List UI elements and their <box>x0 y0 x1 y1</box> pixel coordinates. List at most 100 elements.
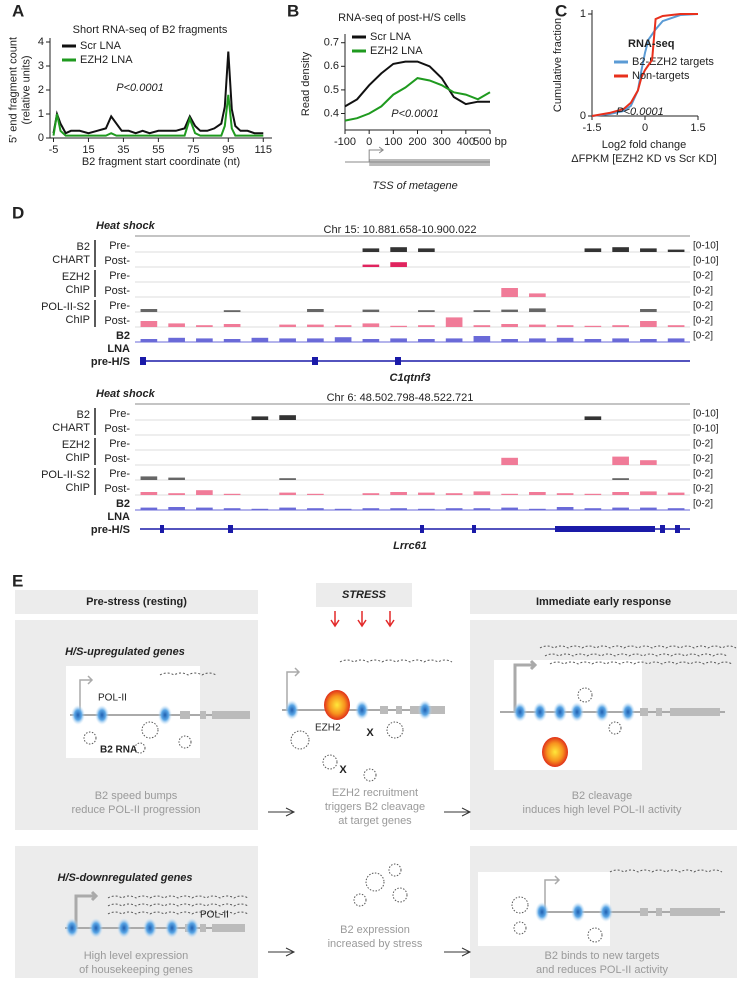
signal-bar <box>251 337 269 342</box>
b2-rna <box>386 721 404 739</box>
caption: reduce POL-II progression <box>71 804 200 816</box>
track-range: [0-10] <box>693 241 719 252</box>
series-line <box>344 60 490 108</box>
y-tick-label: 0.5 <box>324 84 339 96</box>
signal-bar <box>196 490 213 495</box>
signal-bar <box>223 508 241 510</box>
signal-bar <box>362 508 380 510</box>
signal-bar <box>640 507 657 510</box>
signal-bar <box>473 491 491 495</box>
signal-bar <box>223 493 241 495</box>
series-line <box>52 51 264 135</box>
signal-bar <box>612 456 629 465</box>
y-tick-label: 0.7 <box>324 37 339 49</box>
b2-rna <box>577 687 593 703</box>
b2-rna <box>353 893 367 907</box>
x-axis-label: ΔFPKM [EZH2 KD vs Scr KD] <box>571 153 716 165</box>
pol-ii <box>143 918 157 938</box>
x-axis-label: TSS of metagene <box>372 180 458 192</box>
track-label: Post- <box>104 423 130 435</box>
legend-label: Scr LNA <box>370 31 412 43</box>
panel-letter: B <box>287 1 299 20</box>
transcript <box>339 659 453 663</box>
signal-bar <box>473 336 491 342</box>
pol-ii <box>89 918 103 938</box>
legend-title: RNA-seq <box>628 38 674 50</box>
step-arrow <box>444 807 472 817</box>
pol-ii <box>535 902 549 922</box>
column-header-bg <box>15 590 258 614</box>
track-range: [0-2] <box>693 499 713 510</box>
b2-rna <box>141 721 159 739</box>
condition-label: Heat shock <box>96 220 156 232</box>
signal-bar <box>473 508 491 510</box>
ezh2 <box>324 690 350 720</box>
track-range: [0-10] <box>693 409 719 420</box>
column-header: Immediate early response <box>536 596 671 608</box>
tss-arrow <box>513 659 538 712</box>
exon <box>420 525 424 533</box>
lna-label: LNA <box>107 343 130 355</box>
signal-bar <box>445 508 463 510</box>
pol-ii-label: POL-II <box>200 910 229 921</box>
x-tick-label: 55 <box>152 144 164 156</box>
x-tick-label: 100 <box>384 136 402 148</box>
pol-ii <box>595 702 609 722</box>
x-tick-label: 35 <box>117 144 129 156</box>
caption: B2 binds to new targets <box>545 950 660 962</box>
signal-bar <box>168 337 185 342</box>
group-label: B2 <box>77 241 90 253</box>
signal-bar <box>445 338 463 342</box>
caption: of housekeeping genes <box>79 964 193 976</box>
signal-bar <box>223 324 241 327</box>
y-axis-label: (relative units) <box>20 55 32 124</box>
group-label: EZH2 <box>62 271 90 283</box>
b2-rna <box>587 927 603 943</box>
tss-arrow <box>286 667 301 710</box>
signal-bar <box>279 478 296 480</box>
signal-bar <box>556 507 574 510</box>
caption: High level expression <box>84 950 189 962</box>
signal-bar <box>307 508 324 510</box>
signal-bar <box>279 415 296 420</box>
gene-name: Lrrc61 <box>393 540 427 552</box>
transcript <box>539 645 737 649</box>
caption: triggers B2 cleavage <box>325 801 425 813</box>
panel-letter: E <box>12 571 23 590</box>
step-arrow <box>444 947 472 957</box>
x-tick-label: 200 <box>408 136 426 148</box>
track-label: Post- <box>104 285 130 297</box>
x-axis-label: Log2 fold change <box>602 139 686 151</box>
pol-ii <box>71 705 85 725</box>
coordinates: Chr 6: 48.502.798-48.522.721 <box>327 392 474 404</box>
exon <box>670 708 720 716</box>
signal-bar <box>584 508 602 510</box>
signal-bar <box>362 264 380 267</box>
transcript <box>609 869 723 873</box>
group-label: ChIP <box>66 482 90 494</box>
caption: induces high level POL-II activity <box>523 804 682 816</box>
pol-ii <box>599 902 613 922</box>
group-label: ChIP <box>66 284 90 296</box>
transcript <box>107 895 249 899</box>
signal-bar <box>279 338 296 342</box>
track-range: [0-2] <box>693 286 713 297</box>
lna-label: B2 <box>116 330 130 342</box>
caption: at target genes <box>338 815 412 827</box>
signal-bar <box>501 288 518 297</box>
b2-label: B2 RNA <box>100 745 137 756</box>
stress-arrow <box>357 611 367 628</box>
column-header: STRESS <box>342 589 387 601</box>
signal-bar <box>584 493 602 495</box>
x-tick-label: 75 <box>187 144 199 156</box>
track-label: Post- <box>104 255 130 267</box>
y-tick-label: 0 <box>38 132 44 144</box>
signal-bar <box>362 309 380 312</box>
exon <box>675 525 680 533</box>
b2-rna <box>608 721 622 735</box>
signal-bar <box>196 325 213 327</box>
signal-bar <box>418 248 435 252</box>
group-label: ChIP <box>66 452 90 464</box>
signal-bar <box>501 457 518 465</box>
